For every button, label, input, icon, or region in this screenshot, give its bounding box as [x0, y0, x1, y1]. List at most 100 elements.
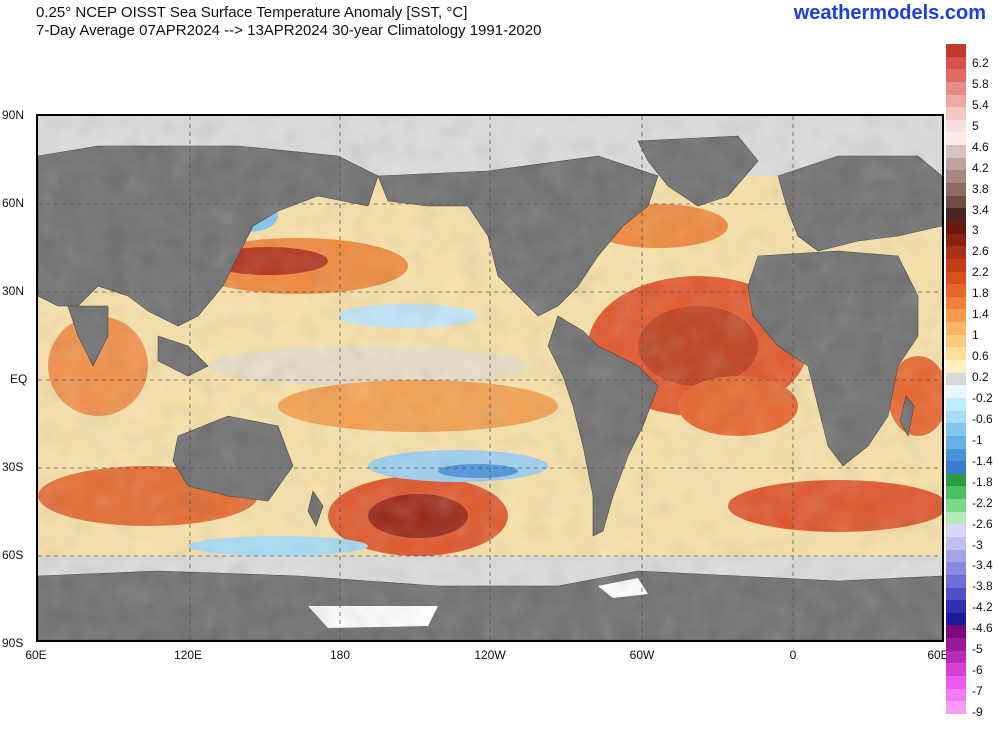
colorbar-tick-label: 3: [972, 223, 979, 238]
colorbar-tick-label: 0.2: [972, 370, 989, 385]
lon-label-60w: 60W: [629, 648, 655, 662]
lon-label-60e: 60E: [25, 648, 47, 662]
colorbar-tick-label: -1.4: [972, 453, 993, 468]
title-line-1: 0.25° NCEP OISST Sea Surface Temperature…: [36, 4, 468, 21]
colorbar-tick-label: 5.8: [972, 76, 989, 91]
colorbar-tick-label: -3.8: [972, 579, 993, 594]
colorbar-swatch: [946, 233, 966, 247]
colorbar-tick-label: -7: [972, 684, 983, 699]
colorbar-swatch: [946, 44, 966, 57]
colorbar-swatch: [946, 448, 966, 462]
colorbar-swatch: [946, 208, 966, 221]
colorbar-tick-label: 1.4: [972, 307, 989, 322]
colorbar-tick-label: -3.4: [972, 558, 993, 573]
lat-label-30s: 30S: [2, 460, 24, 474]
colorbar-swatch: [946, 309, 966, 323]
colorbar-swatch: [946, 473, 966, 487]
colorbar-swatch: [946, 322, 966, 335]
colorbar-swatch: [946, 688, 966, 702]
colorbar-swatch: [946, 132, 966, 146]
colorbar-tick-label: -0.6: [972, 411, 993, 426]
lon-label-120w: 120W: [474, 648, 506, 662]
colorbar-swatch: [946, 69, 966, 82]
colorbar-swatch: [946, 435, 966, 449]
colorbar-tick-label: -2.2: [972, 495, 993, 510]
colorbar-swatch: [946, 638, 966, 651]
colorbar-tick-label: -4.6: [972, 621, 993, 636]
colorbar-swatch: [946, 650, 966, 664]
colorbar-swatch: [946, 170, 966, 184]
colorbar-tick-label: -9: [972, 705, 983, 719]
colorbar-swatch: [946, 397, 966, 411]
colorbar-swatch: [946, 107, 966, 120]
colorbar-swatch: [946, 625, 966, 639]
colorbar-swatch: [946, 574, 966, 588]
colorbar-tick-label: 0.6: [972, 349, 989, 364]
colorbar-swatch: [946, 145, 966, 158]
colorbar-swatch: [946, 676, 966, 689]
colorbar-swatch: [946, 486, 966, 500]
lat-label-90n: 90N: [2, 108, 25, 122]
colorbar-swatch: [946, 296, 966, 310]
colorbar-swatch: [946, 195, 966, 209]
lat-label-eq: EQ: [10, 372, 28, 386]
lat-label-90s: 90S: [2, 636, 24, 650]
colorbar-swatch: [946, 258, 966, 272]
colorbar-swatch: [946, 587, 966, 601]
colorbar-tick-label: 4.6: [972, 139, 989, 154]
colorbar-swatch: [946, 183, 966, 196]
colorbar-tick-label: 1.8: [972, 286, 989, 301]
colorbar-swatch: [946, 461, 966, 474]
colorbar-tick-label: 2.6: [972, 244, 989, 259]
gridlines: [38, 116, 942, 640]
colorbar-swatch: [946, 56, 966, 70]
colorbar-swatch: [946, 701, 966, 714]
title-line-2: 7-Day Average 07APR2024 --> 13APR2024 30…: [36, 22, 542, 39]
lat-label-60n: 60N: [2, 196, 25, 210]
colorbar-swatch: [946, 81, 966, 95]
colorbar-tick-label: 1: [972, 328, 979, 343]
colorbar-swatch: [946, 271, 966, 285]
colorbar-swatch: [946, 524, 966, 537]
colorbar-swatch: [946, 562, 966, 575]
colorbar-swatch: [946, 94, 966, 108]
colorbar-swatch: [946, 334, 966, 348]
colorbar-tick-label: 2.2: [972, 265, 989, 280]
colorbar-tick-label: 6.2: [972, 56, 989, 70]
colorbar-swatch: [946, 410, 966, 424]
colorbar-tick-label: -6: [972, 663, 983, 678]
colorbar-swatch: [946, 423, 966, 436]
colorbar-swatch: [946, 157, 966, 171]
colorbar-swatch: [946, 372, 966, 386]
colorbar-swatch: [946, 600, 966, 613]
colorbar-tick-label: -5: [972, 642, 983, 657]
colorbar-tick-label: -1: [972, 432, 983, 447]
lon-label-180: 180: [329, 648, 351, 662]
texture-overlay: [38, 116, 942, 640]
colorbar-swatch: [946, 284, 966, 297]
colorbar-swatch: [946, 536, 966, 550]
colorbar-tick-label: 5.4: [972, 97, 989, 112]
sst-anomaly-map[interactable]: [36, 114, 944, 642]
colorbar-swatch: [946, 499, 966, 512]
colorbar-swatch: [946, 119, 966, 133]
colorbar: [946, 44, 966, 714]
lon-label-120e: 120E: [173, 648, 203, 662]
colorbar-swatch: [946, 511, 966, 525]
lat-label-60s: 60S: [2, 548, 24, 562]
lon-label-0: 0: [789, 648, 797, 662]
colorbar-swatch: [946, 663, 966, 677]
colorbar-swatch: [946, 549, 966, 563]
colorbar-tick-label: -1.8: [972, 474, 993, 489]
lat-label-30n: 30N: [2, 284, 25, 298]
colorbar-tick-label: 4.2: [972, 160, 989, 175]
colorbar-swatch: [946, 220, 966, 234]
colorbar-tick-label: 3.8: [972, 181, 989, 196]
colorbar-tick-label: -4.2: [972, 600, 993, 615]
lon-label-60e-right: 60E: [927, 648, 949, 662]
colorbar-swatch: [946, 385, 966, 398]
colorbar-swatch: [946, 347, 966, 361]
colorbar-tick-label: -0.2: [972, 390, 993, 405]
colorbar-tick-label: -3: [972, 537, 983, 552]
brand-logo-text[interactable]: weathermodels.com: [793, 2, 986, 24]
